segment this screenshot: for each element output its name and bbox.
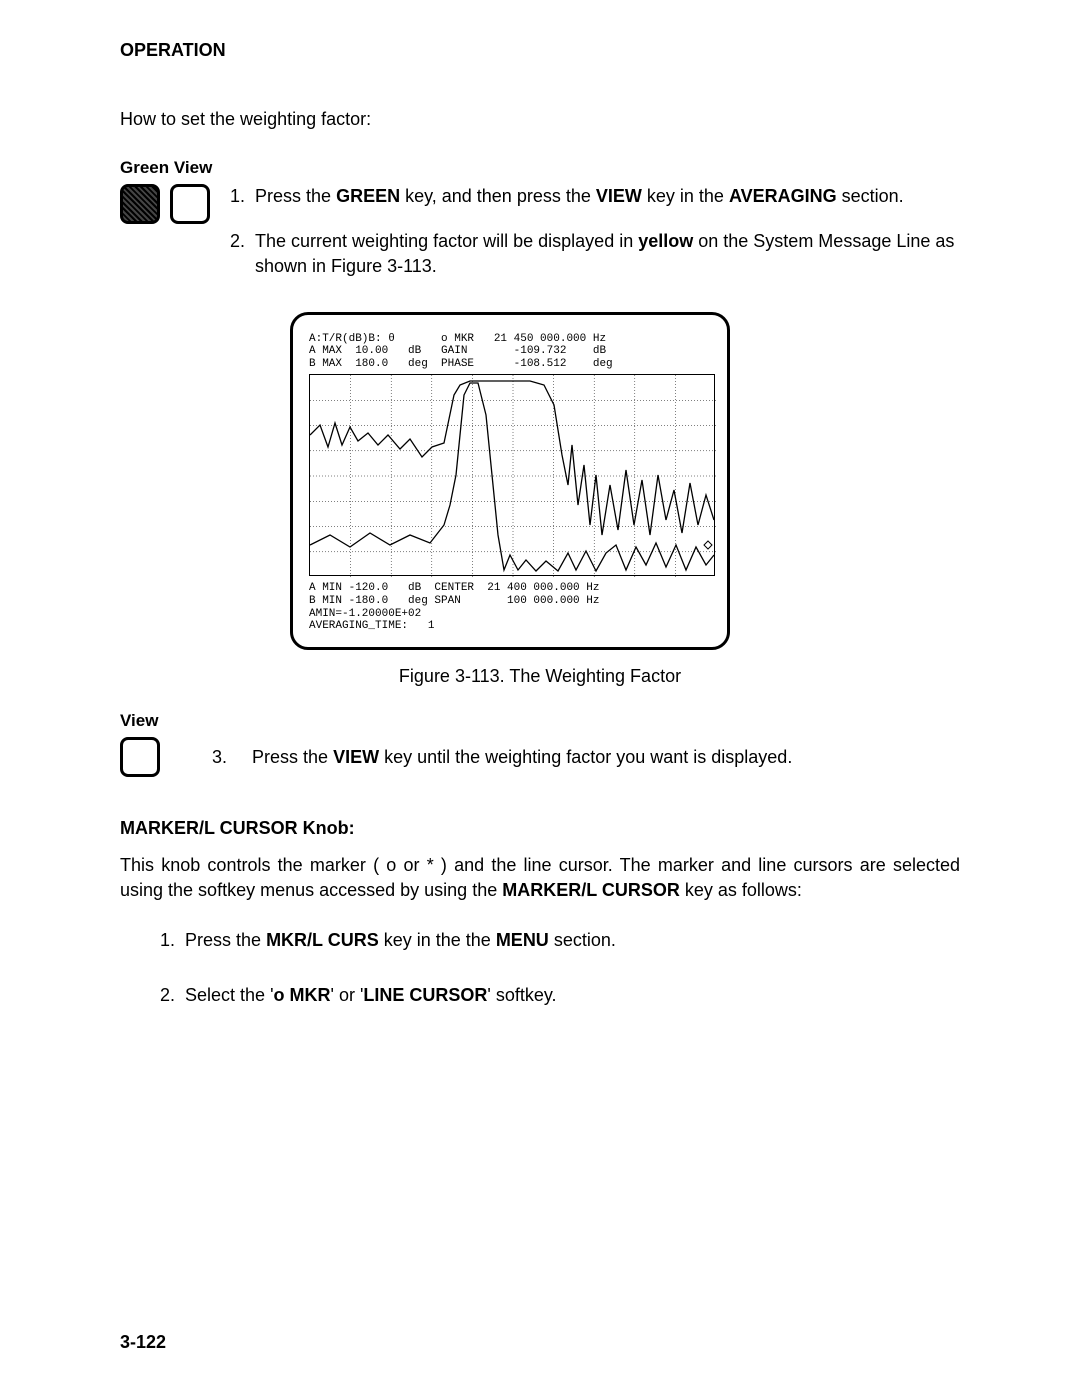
step-text: Press the GREEN key, and then press the …: [255, 184, 904, 209]
plot-svg: [310, 375, 716, 577]
step-number: 3.: [212, 745, 227, 770]
step-number: 1.: [230, 184, 245, 209]
analyzer-top-text: A:T/R(dB)B: θ o MKR 21 450 000.000 Hz A …: [309, 333, 711, 371]
step-text: Press the MKR/L CURS key in the the MENU…: [185, 928, 616, 953]
view-key-icon: [170, 184, 210, 224]
knob-paragraph: This knob controls the marker ( o or * )…: [120, 853, 960, 902]
step-2: 2. The current weighting factor will be …: [230, 229, 960, 279]
step-3: 3. Press the VIEW key until the weightin…: [212, 745, 960, 770]
analyzer-bottom-text: A MIN -120.0 dB CENTER 21 400 000.000 Hz…: [309, 582, 711, 633]
step-number: 2.: [160, 983, 175, 1008]
step-number: 1.: [160, 928, 175, 953]
step-number: 2.: [230, 229, 245, 279]
knob-step-1: 1. Press the MKR/L CURS key in the the M…: [160, 928, 960, 953]
step-text: Press the VIEW key until the weighting f…: [252, 745, 792, 770]
intro-text: How to set the weighting factor:: [120, 109, 960, 130]
knob-step-2: 2. Select the 'o MKR' or 'LINE CURSOR' s…: [160, 983, 960, 1008]
green-key-icon: [120, 184, 160, 224]
figure-3-113: A:T/R(dB)B: θ o MKR 21 450 000.000 Hz A …: [290, 312, 960, 650]
analyzer-screen: A:T/R(dB)B: θ o MKR 21 450 000.000 Hz A …: [290, 312, 730, 650]
figure-caption: Figure 3-113. The Weighting Factor: [120, 666, 960, 687]
step-text: The current weighting factor will be dis…: [255, 229, 960, 279]
section-header: OPERATION: [120, 40, 960, 61]
key-labels: Green View: [120, 158, 960, 178]
analyzer-plot: [309, 374, 715, 576]
view-label: View: [120, 711, 180, 731]
step-text: Select the 'o MKR' or 'LINE CURSOR' soft…: [185, 983, 557, 1008]
step-1: 1. Press the GREEN key, and then press t…: [230, 184, 960, 209]
page-number: 3-122: [120, 1332, 166, 1353]
view-key-icon-2: [120, 737, 160, 777]
knob-heading: MARKER/L CURSOR Knob:: [120, 818, 960, 839]
